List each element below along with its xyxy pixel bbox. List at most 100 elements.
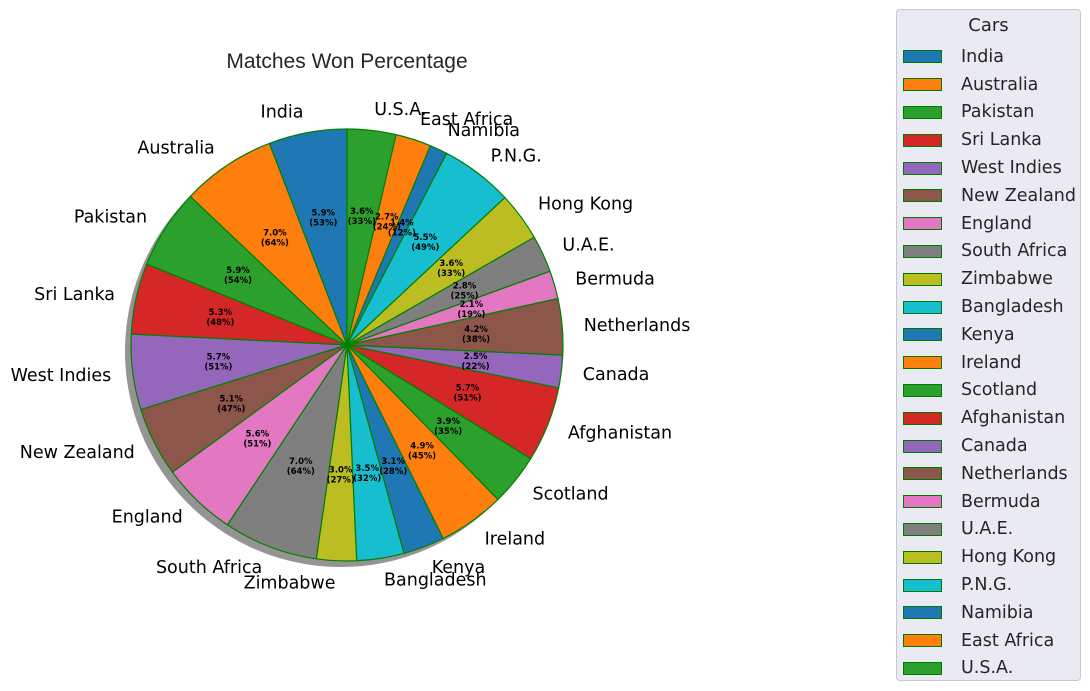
legend-label: P.N.G.: [961, 575, 1013, 596]
chart-title: Matches Won Percentage: [226, 50, 467, 73]
legend-label: U.A.E.: [961, 519, 1014, 540]
legend-swatch: [903, 467, 942, 481]
slice-label-south-africa: South Africa: [156, 558, 262, 578]
pct-label-u-a-e: 2.8% (25%): [450, 281, 478, 301]
slice-label-p-n-g: P.N.G.: [491, 147, 542, 167]
slice-label-west-indies: West Indies: [11, 366, 112, 386]
legend-item-u-a-e: U.A.E.: [903, 516, 1076, 544]
legend-swatch: [903, 578, 942, 592]
legend-label: Scotland: [961, 380, 1038, 401]
legend-swatch: [903, 550, 942, 564]
legend-item-south-africa: South Africa: [903, 238, 1076, 266]
slice-label-pakistan: Pakistan: [74, 208, 147, 228]
pct-label-canada: 2.5% (22%): [462, 352, 490, 372]
legend-label: England: [961, 213, 1033, 234]
legend-swatch: [903, 105, 942, 119]
slice-label-zimbabwe: Zimbabwe: [244, 573, 336, 593]
pie-slice-labels: India Australia Pakistan Sri Lanka West Indi…: [11, 100, 691, 593]
pct-label-zimbabwe: 3.0% (27%): [327, 465, 355, 485]
legend-label: Australia: [961, 74, 1039, 95]
slice-label-india: India: [261, 102, 304, 122]
pct-label-pakistan: 5.9% (54%): [224, 266, 252, 286]
slice-label-netherlands: Netherlands: [584, 316, 691, 336]
legend-swatch: [903, 495, 942, 509]
slice-label-u-a-e: U.A.E.: [562, 236, 614, 256]
pct-label-namibia: 1.4% (12%): [388, 219, 416, 239]
slice-label-afghanistan: Afghanistan: [568, 423, 672, 443]
legend-swatch: [903, 328, 942, 342]
legend-title: Cars: [968, 15, 1009, 36]
legend-item-kenya: Kenya: [903, 321, 1076, 349]
legend-label: South Africa: [961, 241, 1068, 262]
legend-item-bermuda: Bermuda: [903, 488, 1076, 516]
pct-label-u-s-a: 3.6% (33%): [348, 207, 376, 227]
legend-item-hong-kong: Hong Kong: [903, 543, 1076, 571]
legend-swatch: [903, 661, 942, 675]
legend-label: Netherlands: [961, 463, 1068, 484]
slice-label-scotland: Scotland: [533, 485, 609, 505]
legend-swatch: [903, 189, 942, 203]
pct-label-netherlands: 4.2% (38%): [462, 325, 490, 345]
pct-label-kenya: 3.1% (28%): [379, 457, 407, 477]
legend-item-new-zealand: New Zealand: [903, 182, 1076, 210]
legend-item-pakistan: Pakistan: [903, 99, 1076, 127]
pie-slices: [130, 128, 564, 562]
pct-label-bangladesh: 3.5% (32%): [353, 464, 381, 484]
pie-percent-labels: 5.9% (53%) 7.0% (64%) 5.9% (54%) 5.3% (48%) 5.7%…: [204, 207, 490, 485]
legend-item-india: India: [903, 43, 1076, 71]
pct-label-ireland: 4.9% (45%): [408, 442, 436, 462]
legend-label: Kenya: [961, 324, 1015, 345]
legend-label: Ireland: [961, 352, 1022, 373]
pct-label-afghanistan: 5.7% (51%): [453, 384, 481, 404]
legend-item-netherlands: Netherlands: [903, 460, 1076, 488]
legend-item-west-indies: West Indies: [903, 154, 1076, 182]
legend-swatch: [903, 634, 942, 648]
slice-label-u-s-a: U.S.A.: [374, 100, 426, 120]
legend-swatch: [903, 78, 942, 92]
legend-swatch: [903, 439, 942, 453]
legend-label: Hong Kong: [961, 547, 1057, 568]
legend-label: Bermuda: [961, 491, 1041, 512]
legend-item-scotland: Scotland: [903, 377, 1076, 405]
pct-label-hong-kong: 3.6% (33%): [437, 259, 465, 279]
pct-label-p-n-g: 5.5% (49%): [411, 233, 439, 253]
legend-item-bangladesh: Bangladesh: [903, 293, 1076, 321]
pct-label-east-africa: 2.7% (24%): [373, 213, 401, 233]
legend: Cars India Australia Pakistan Sri Lanka West…: [896, 9, 1081, 681]
legend-items: India Australia Pakistan Sri Lanka West Indi…: [903, 43, 1076, 682]
legend-label: Bangladesh: [961, 297, 1064, 318]
legend-label: India: [961, 46, 1004, 67]
legend-label: Namibia: [961, 602, 1034, 623]
slice-u-s-a: [346, 128, 397, 346]
legend-label: New Zealand: [961, 185, 1076, 206]
pct-label-new-zealand: 5.1% (47%): [217, 394, 245, 414]
legend-swatch: [903, 383, 942, 397]
pct-label-england: 5.6% (51%): [243, 430, 271, 450]
slice-label-canada: Canada: [583, 365, 650, 385]
legend-swatch: [903, 272, 942, 286]
slice-label-bermuda: Bermuda: [575, 270, 655, 290]
legend-item-ireland: Ireland: [903, 349, 1076, 377]
pct-label-india: 5.9% (53%): [309, 209, 337, 229]
slice-label-new-zealand: New Zealand: [20, 443, 135, 463]
legend-item-east-africa: East Africa: [903, 627, 1076, 655]
slice-label-kenya: Kenya: [432, 558, 486, 578]
legend-label: Sri Lanka: [961, 130, 1042, 151]
slice-label-namibia: Namibia: [448, 121, 520, 141]
slice-label-ireland: Ireland: [485, 530, 546, 550]
pct-label-south-africa: 7.0% (64%): [287, 457, 315, 477]
legend-item-namibia: Namibia: [903, 599, 1076, 627]
legend-label: Afghanistan: [961, 408, 1066, 429]
legend-swatch: [903, 244, 942, 258]
legend-item-england: England: [903, 210, 1076, 238]
slice-label-sri-lanka: Sri Lanka: [34, 285, 115, 305]
legend-item-australia: Australia: [903, 71, 1076, 99]
legend-swatch: [903, 606, 942, 620]
slice-label-bangladesh: Bangladesh: [384, 571, 487, 591]
slice-label-australia: Australia: [137, 139, 214, 159]
legend-item-p-n-g: P.N.G.: [903, 571, 1076, 599]
legend-label: Pakistan: [961, 102, 1035, 123]
legend-swatch: [903, 411, 942, 425]
legend-item-canada: Canada: [903, 432, 1076, 460]
